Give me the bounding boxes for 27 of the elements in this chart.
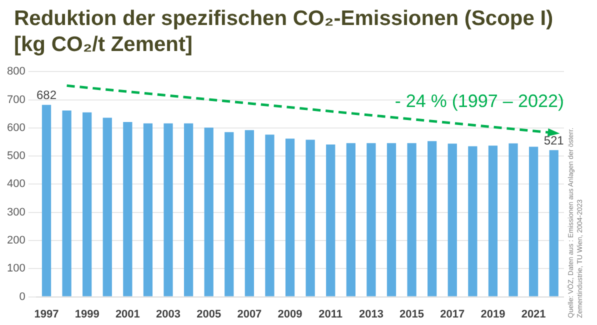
y-tick-label: 500	[6, 150, 26, 162]
data-label: 521	[544, 133, 564, 148]
x-tick-label: 2007	[237, 308, 262, 320]
x-tick-label: 2003	[156, 308, 181, 320]
y-tick-label: 300	[6, 206, 26, 218]
x-tick-label: 1999	[74, 308, 100, 320]
chart-subtitle: [kg CO₂/t Zement]	[14, 32, 194, 58]
x-tick-label: 2013	[358, 308, 384, 320]
chart-title: Reduktion der spezifischen CO₂-Emissionen (Scope I)	[14, 6, 554, 32]
y-tick-label: 0	[19, 290, 26, 303]
x-tick-label: 2015	[400, 308, 424, 320]
y-tick-label: 800	[6, 66, 26, 78]
y-tick-label: 600	[6, 122, 26, 134]
y-tick-label: 100	[6, 262, 26, 275]
x-tick-label: 1997	[34, 308, 59, 320]
x-tick-label: 2019	[480, 308, 506, 320]
annotation: - 24 % (1997 – 2022)	[394, 90, 564, 111]
y-tick-label: 200	[6, 234, 26, 247]
x-tick-label: 2017	[440, 308, 465, 320]
x-tick-label: 2001	[115, 308, 140, 320]
y-tick-label: 400	[6, 178, 26, 190]
x-tick-label: 2011	[318, 308, 343, 320]
y-tick-label: 700	[6, 94, 26, 106]
x-tick-label: 2021	[521, 308, 546, 320]
data-label: 682	[36, 88, 57, 102]
x-tick-label: 2009	[278, 308, 302, 320]
x-tick-label: 2005	[196, 308, 222, 320]
